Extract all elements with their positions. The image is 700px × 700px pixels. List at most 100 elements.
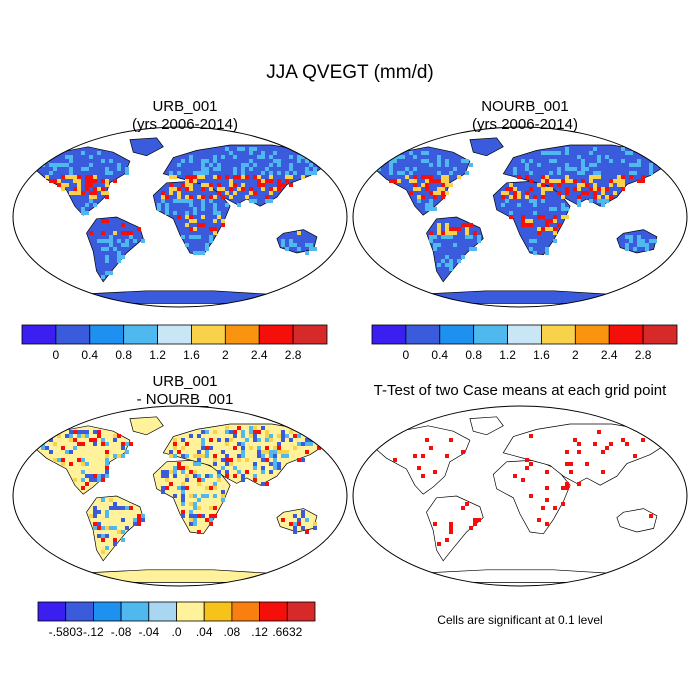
map-nourb-cell <box>537 215 541 219</box>
map-diff-cell <box>261 482 265 486</box>
map-urb-cell <box>233 167 237 171</box>
map-urb-cell <box>189 187 193 191</box>
map-diff-cell <box>77 442 81 446</box>
map-urb-cell <box>189 227 193 231</box>
map-ttest-group <box>352 405 688 587</box>
map-urb-cell <box>277 163 281 167</box>
map-nourb-cell <box>593 191 597 195</box>
map-nourb-cell <box>565 167 569 171</box>
map-diff-cell <box>81 458 85 462</box>
map-nourb-cell <box>561 179 565 183</box>
map-diff-cell <box>289 430 293 434</box>
map-nourb-cell <box>501 191 505 195</box>
map-nourb-cell <box>425 179 429 183</box>
map-diff-cell <box>193 522 197 526</box>
map-nourb-cell <box>525 219 529 223</box>
map-nourb-cell <box>633 163 637 167</box>
colorbar-diff-swatch <box>176 601 205 622</box>
map-urb-cell <box>305 167 309 171</box>
map-diff-cell <box>301 430 305 434</box>
map-ttest-cell <box>445 454 449 458</box>
map-diff-cell <box>45 446 49 450</box>
map-diff-cell <box>113 438 117 442</box>
map-urb-cell <box>297 155 301 159</box>
map-diff-cell <box>305 430 309 434</box>
map-urb-cell <box>101 247 105 251</box>
map-nourb-cell <box>441 183 445 187</box>
map-nourb-cell <box>529 199 533 203</box>
map-nourb-cell <box>449 227 453 231</box>
map-ttest-cell <box>561 486 565 490</box>
map-nourb-cell <box>457 259 461 263</box>
map-urb-cell <box>93 187 97 191</box>
map-urb-cell <box>81 211 85 215</box>
map-urb-cell <box>233 175 237 179</box>
map-urb-cell <box>105 171 109 175</box>
map-nourb-cell <box>445 191 449 195</box>
map-urb-cell <box>217 191 221 195</box>
map-diff-cell <box>241 434 245 438</box>
map-urb-cell <box>285 179 289 183</box>
map-nourb-cell <box>425 203 429 207</box>
map-urb-cell <box>277 171 281 175</box>
colorbar-diff-swatch <box>93 601 122 622</box>
map-urb-cell <box>93 191 97 195</box>
map-nourb-cell <box>413 183 417 187</box>
map-urb-cell <box>133 239 137 243</box>
map-diff-cell <box>241 430 245 434</box>
map-diff-cell <box>221 458 225 462</box>
map-nourb-cell <box>581 171 585 175</box>
map-urb-cell <box>173 211 177 215</box>
map-nourb-cell <box>445 263 449 267</box>
map-diff-cell <box>281 434 285 438</box>
map-diff-cell <box>93 430 97 434</box>
map-urb-cell <box>281 243 285 247</box>
map-urb-cell <box>273 159 277 163</box>
map-diff-cell <box>233 466 237 470</box>
colorbar-nourb-tick-label: 0 <box>403 348 410 362</box>
map-urb-cell <box>141 239 145 243</box>
map-diff-cell <box>221 450 225 454</box>
map-diff-cell <box>105 462 109 466</box>
map-urb-cell <box>117 163 121 167</box>
map-urb-cell <box>157 203 161 207</box>
map-nourb-cell <box>597 195 601 199</box>
map-nourb-cell <box>525 191 529 195</box>
map-nourb-cell <box>557 183 561 187</box>
colorbar-urb-tick-label: 0.4 <box>81 348 98 362</box>
map-nourb-cell <box>413 179 417 183</box>
map-diff-cell <box>133 522 137 526</box>
map-diff-cell <box>281 430 285 434</box>
map-urb-cell <box>121 223 125 227</box>
map-urb-cell <box>237 175 241 179</box>
map-nourb-cell <box>589 199 593 203</box>
map-urb-cell <box>193 171 197 175</box>
map-diff-cell <box>57 458 61 462</box>
map-nourb-cell <box>445 255 449 259</box>
map-diff-cell <box>221 490 225 494</box>
map-nourb-cell <box>513 167 517 171</box>
map-diff-cell <box>265 458 269 462</box>
map-nourb-cell <box>617 175 621 179</box>
map-diff-cell <box>93 526 97 530</box>
map-urb-cell <box>209 187 213 191</box>
map-nourb-cell <box>569 179 573 183</box>
map-urb-cell <box>213 195 217 199</box>
map-urb-cell <box>185 175 189 179</box>
map-diff-cell <box>269 462 273 466</box>
map-ttest-cell <box>513 474 517 478</box>
map-nourb-cell <box>649 163 653 167</box>
map-urb-cell <box>57 183 61 187</box>
map-nourb-cell <box>525 175 529 179</box>
map-nourb-cell <box>553 159 557 163</box>
map-diff-cell <box>113 506 117 510</box>
map-nourb-cell <box>477 235 481 239</box>
map-ttest-cell <box>445 538 449 542</box>
map-urb-cell <box>113 231 117 235</box>
map-nourb-cell <box>565 191 569 195</box>
map-diff-cell <box>89 478 93 482</box>
map-urb-cell <box>101 191 105 195</box>
map-diff-cell <box>209 506 213 510</box>
map-diff-cell <box>181 502 185 506</box>
colorbar-urb-tick-label: 0 <box>53 348 60 362</box>
